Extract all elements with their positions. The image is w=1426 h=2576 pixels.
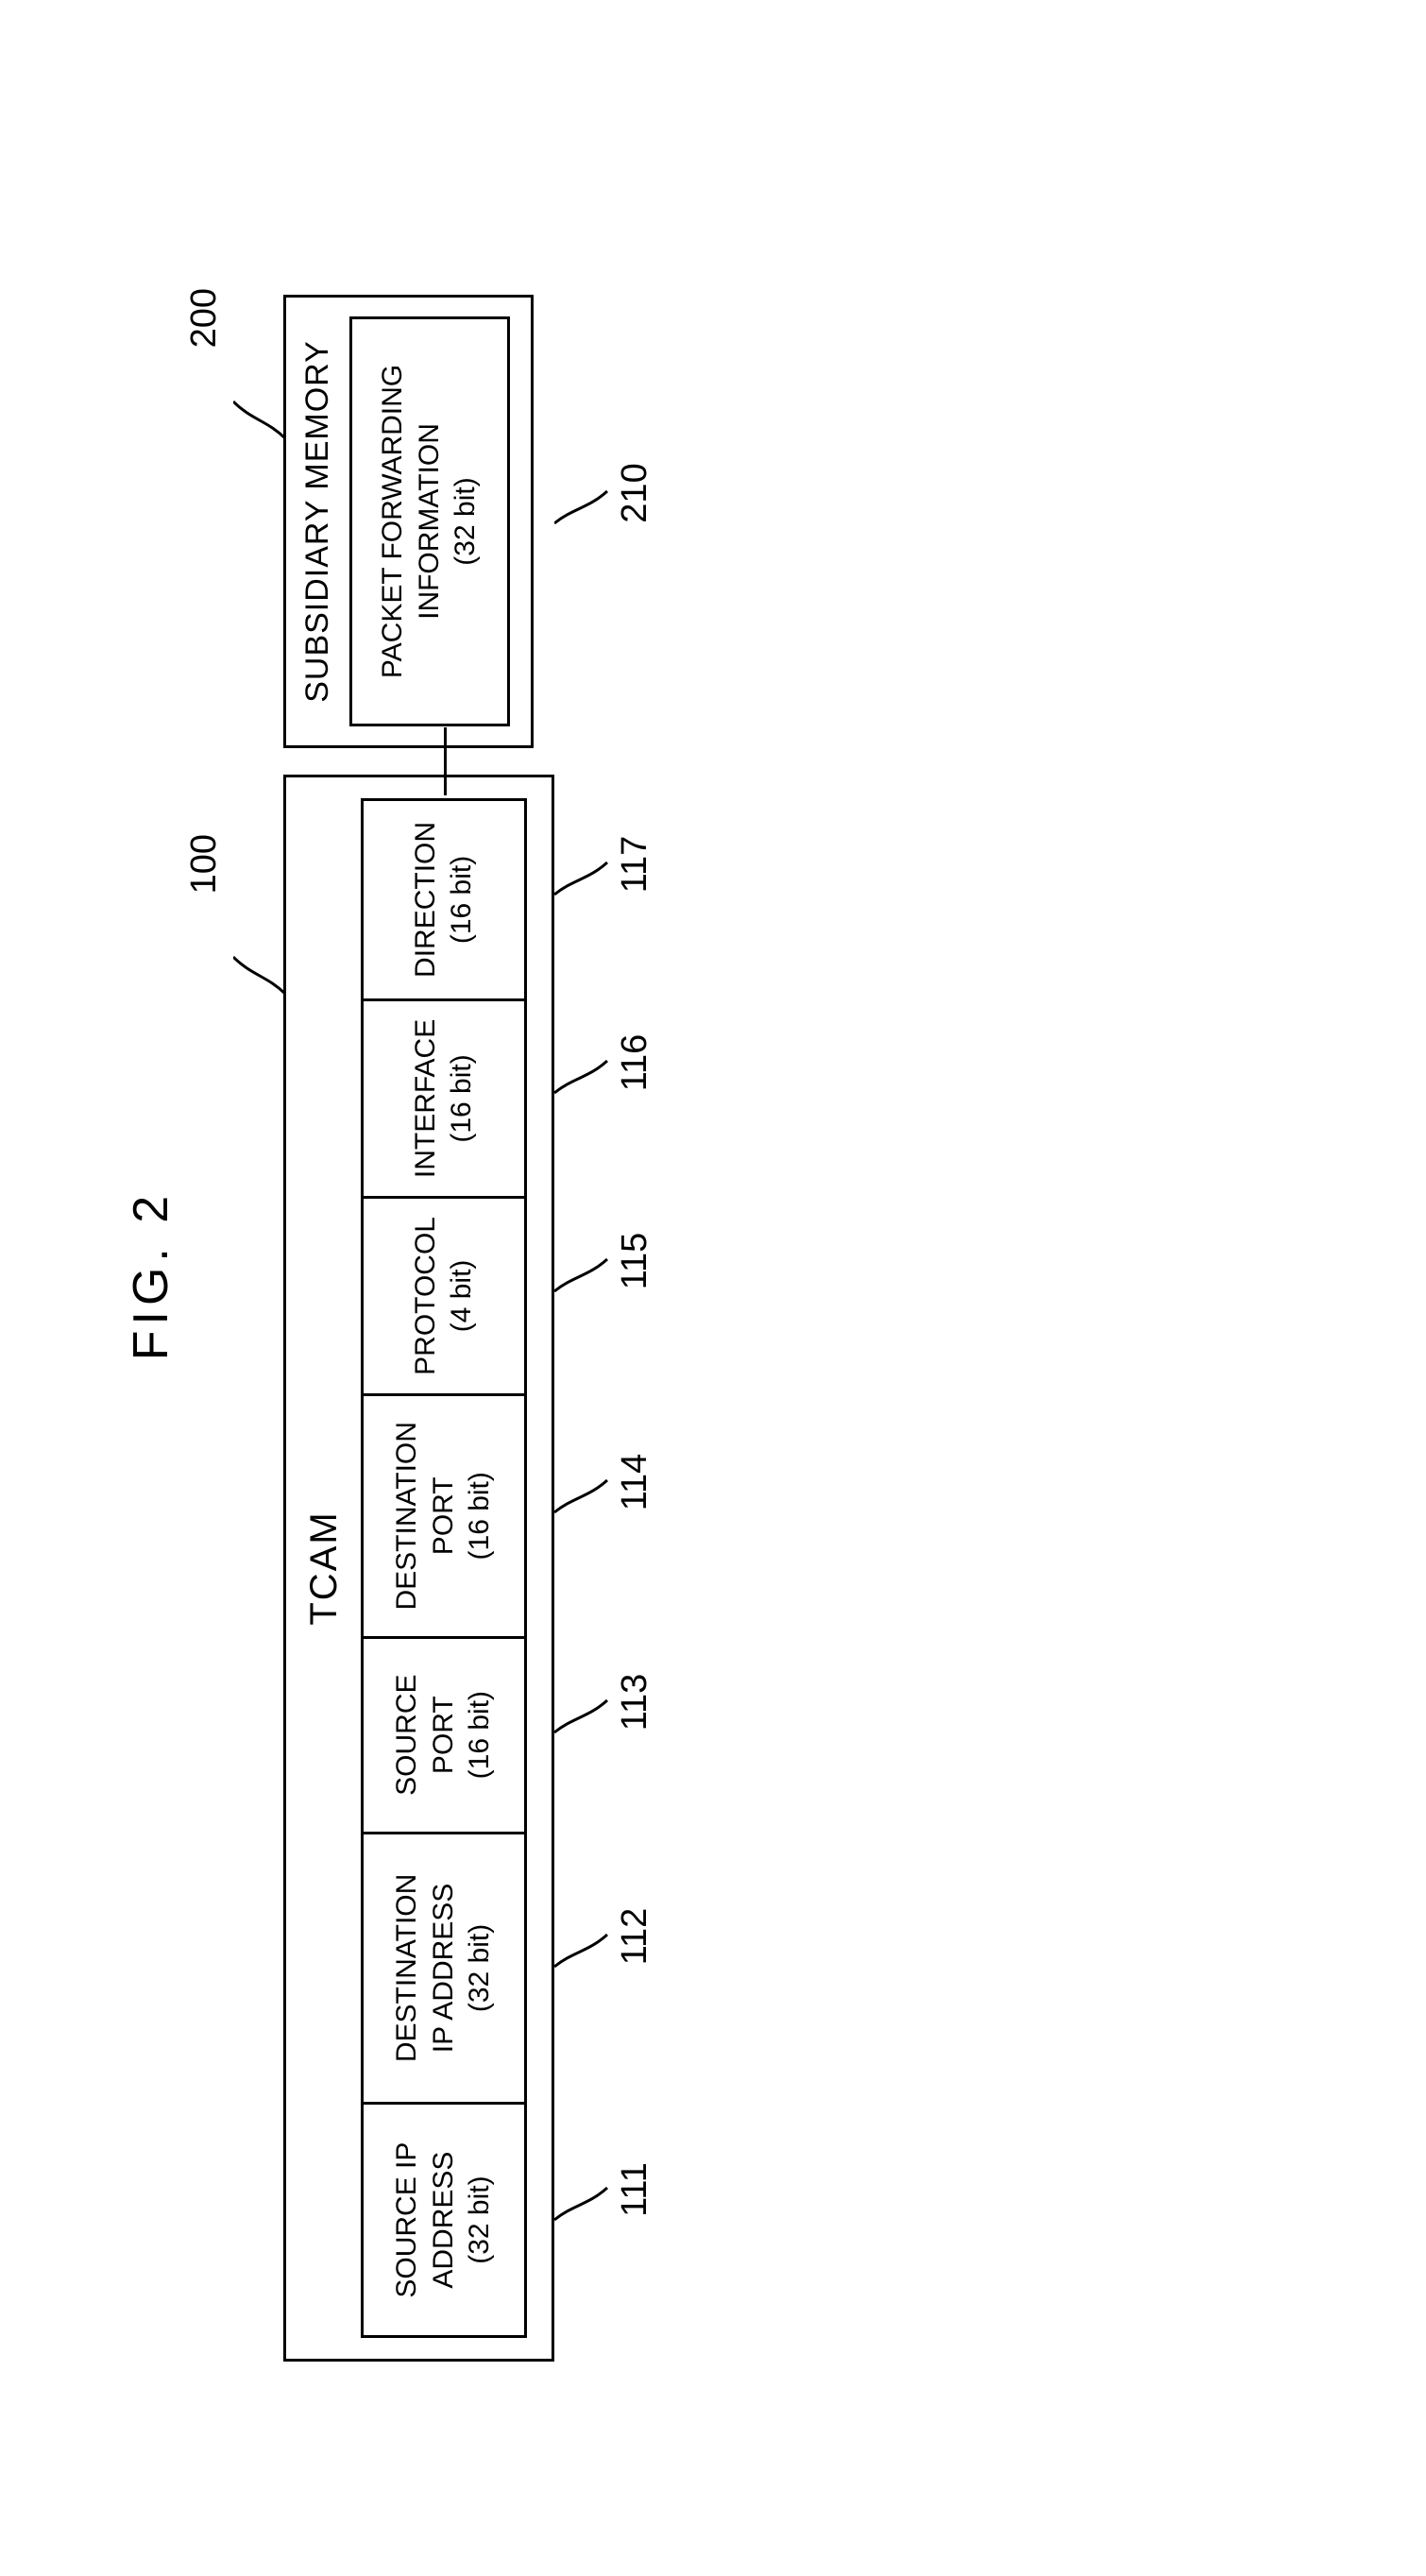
subsidiary-id-connector <box>233 354 286 439</box>
tcam-field: SOURCE IPADDRESS(32 bit) <box>364 2102 524 2335</box>
tcam-field-bits: (32 bit) <box>462 2175 498 2263</box>
field-id-leader <box>554 2173 611 2229</box>
field-id-leader <box>554 476 611 533</box>
field-id-leader <box>554 1244 611 1301</box>
figure-layout: 100 TCAM SOURCE IPADDRESS(32 bit)DESTINA… <box>283 189 554 2362</box>
tcam-field-bits: (16 bit) <box>462 1472 498 1560</box>
tcam-field-name: SOURCE IPADDRESS <box>389 2142 462 2298</box>
tcam-field-name: INTERFACE <box>408 1019 444 1178</box>
tcam-title: TCAM <box>303 798 346 2338</box>
figure: FIG. 2 100 TCAM SOURCE IPADDRESS(32 bit)… <box>113 189 1341 2362</box>
field-id-leaders: 111 112 113 114 115 116 117 210 <box>554 189 677 2362</box>
tcam-field-name: DESTINATIONIP ADDRESS <box>389 1874 462 2062</box>
tcam-field: INTERFACE(16 bit) <box>364 998 524 1196</box>
field-id-leader <box>554 1685 611 1742</box>
tcam-field-bits: (16 bit) <box>444 856 480 944</box>
tcam-block: 100 TCAM SOURCE IPADDRESS(32 bit)DESTINA… <box>283 775 554 2362</box>
field-id-number: 113 <box>615 1674 655 1732</box>
field-id-leader <box>554 1046 611 1102</box>
tcam-fields-row: SOURCE IPADDRESS(32 bit)DESTINATIONIP AD… <box>361 798 527 2338</box>
tcam-id-connector <box>233 910 286 995</box>
tcam-field: PROTOCOL(4 bit) <box>364 1196 524 1393</box>
figure-title: FIG. 2 <box>123 189 179 2362</box>
tcam-field-name: SOURCEPORT <box>389 1674 462 1795</box>
tcam-field: DESTINATIONPORT(16 bit) <box>364 1393 524 1636</box>
field-id-leader <box>554 1465 611 1522</box>
tcam-field-bits: (32 bit) <box>462 1924 498 2012</box>
tcam-field-name: DESTINATIONPORT <box>389 1422 462 1610</box>
subsidiary-memory-block: 200 SUBSIDIARY MEMORY PACKET FORWARDINGI… <box>283 295 534 748</box>
subsidiary-id-label: 200 <box>184 288 225 348</box>
subsidiary-inner-name: PACKET FORWARDINGINFORMATION <box>375 327 448 716</box>
tcam-field-name: PROTOCOL <box>408 1217 444 1375</box>
tcam-field-bits: (4 bit) <box>444 1260 480 1333</box>
field-id-number: 111 <box>615 2162 655 2217</box>
tcam-field: DESTINATIONIP ADDRESS(32 bit) <box>364 1832 524 2103</box>
field-id-leader <box>554 1919 611 1976</box>
field-id-leader <box>554 847 611 904</box>
field-id-number: 114 <box>615 1454 655 1511</box>
tcam-field-bits: (16 bit) <box>462 1691 498 1779</box>
subsidiary-inner-box: PACKET FORWARDINGINFORMATION (32 bit) <box>349 316 510 726</box>
subsidiary-inner-bits: (32 bit) <box>448 327 484 716</box>
tcam-field: DIRECTION(16 bit) <box>364 801 524 998</box>
tcam-id-label: 100 <box>184 834 225 894</box>
tcam-field-bits: (16 bit) <box>444 1054 480 1142</box>
subsidiary-title: SUBSIDIARY MEMORY <box>299 316 336 726</box>
field-id-number: 210 <box>615 463 655 522</box>
tcam-field-name: DIRECTION <box>408 822 444 978</box>
field-id-number: 117 <box>615 836 655 894</box>
tcam-field: SOURCEPORT(16 bit) <box>364 1636 524 1832</box>
field-id-number: 115 <box>615 1233 655 1290</box>
field-id-number: 116 <box>615 1034 655 1092</box>
field-id-number: 112 <box>615 1908 655 1966</box>
